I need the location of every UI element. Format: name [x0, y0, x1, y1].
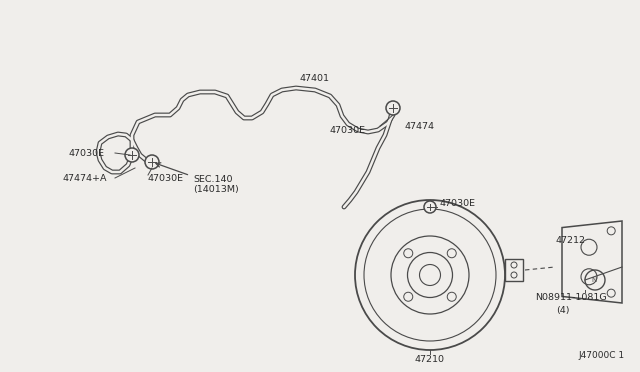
Text: 47030E: 47030E [68, 148, 104, 157]
Text: N08911-1081G: N08911-1081G [535, 292, 607, 301]
Text: SEC.140
(14013M): SEC.140 (14013M) [156, 163, 239, 195]
Text: 47474+A: 47474+A [62, 173, 106, 183]
Text: N: N [591, 277, 596, 283]
Circle shape [145, 155, 159, 169]
Text: 47030E: 47030E [147, 173, 183, 183]
Text: 47474: 47474 [405, 122, 435, 131]
Text: 47210: 47210 [415, 356, 445, 365]
Text: 47212: 47212 [556, 235, 586, 244]
Circle shape [424, 201, 436, 213]
Text: 47030E: 47030E [440, 199, 476, 208]
Text: (4): (4) [556, 305, 570, 314]
Text: 47030E: 47030E [330, 125, 366, 135]
Circle shape [125, 148, 139, 162]
Text: J47000C 1: J47000C 1 [579, 351, 625, 360]
Text: 47401: 47401 [300, 74, 330, 83]
Circle shape [386, 101, 400, 115]
